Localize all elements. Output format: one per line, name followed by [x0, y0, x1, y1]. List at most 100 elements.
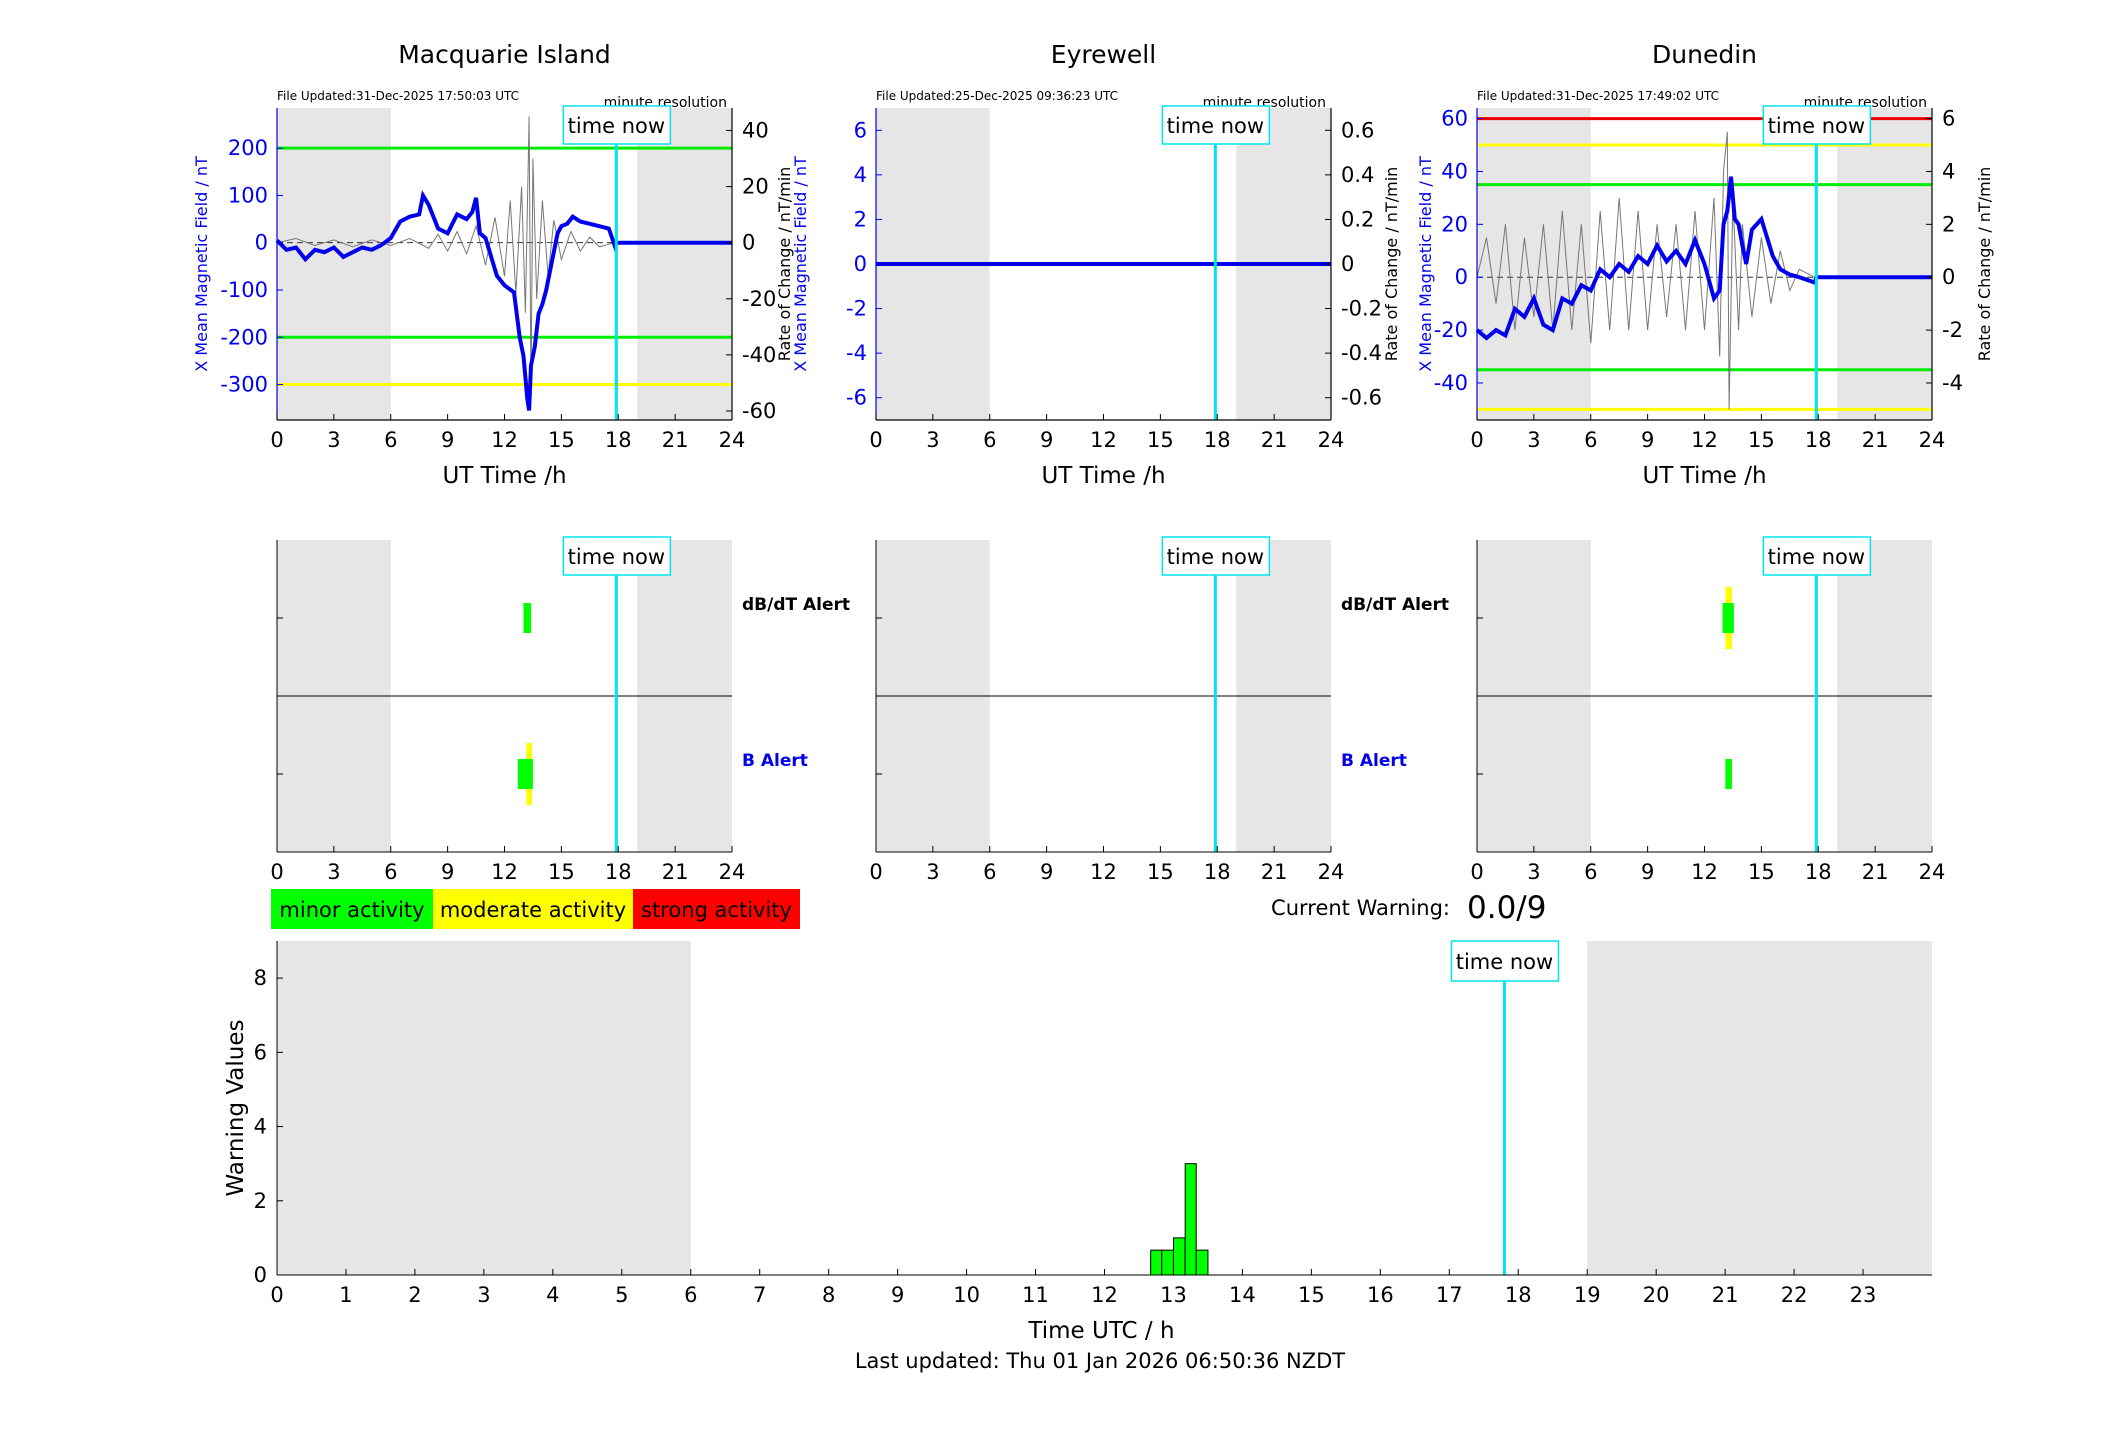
legend-item: minor activity — [271, 889, 433, 929]
warning-bar — [1172, 1237, 1186, 1276]
x-tick-label: 14 — [1229, 1283, 1256, 1307]
y-right-tick-label: 2 — [1942, 212, 1955, 236]
x-tick-label: 12 — [1091, 1283, 1118, 1307]
x-tick-label: 24 — [719, 860, 746, 884]
station-title: Dunedin — [1652, 40, 1757, 69]
last-updated-label: Last updated: Thu 01 Jan 2026 06:50:36 N… — [855, 1349, 1345, 1373]
y-right-tick-label: -0.6 — [1341, 386, 1382, 410]
y-left-axis-title: X Mean Magnetic Field / nT — [791, 156, 810, 372]
x-tick-label: 6 — [384, 428, 397, 452]
alert-panel: 0 3 6 9 12 15 18 21 24 dB/dT Alert B Alert time now — [270, 536, 850, 884]
x-axis-title: Time UTC / h — [1027, 1318, 1174, 1344]
y-right-tick-label: -0.2 — [1341, 297, 1382, 321]
b-alert-label: B Alert — [742, 751, 808, 771]
x-tick-label: 15 — [548, 428, 575, 452]
legend-swatch — [271, 889, 433, 929]
x-tick-label: 15 — [1147, 428, 1174, 452]
warning-bar — [1184, 1163, 1197, 1276]
x-tick-label: 19 — [1574, 1283, 1601, 1307]
time-now-label: time now — [1167, 545, 1264, 569]
y-right-tick-label: 0 — [1942, 265, 1955, 289]
x-axis-title: UT Time /h — [1041, 463, 1165, 489]
y-tick-label: 8 — [254, 966, 267, 990]
y-left-tick-label: 0 — [854, 252, 867, 276]
x-tick-label: 6 — [1584, 428, 1597, 452]
y-left-tick-label: 60 — [1441, 107, 1468, 131]
y-right-tick-label: 0 — [742, 231, 755, 255]
time-now-label: time now — [1768, 114, 1865, 138]
y-left-tick-label: -300 — [220, 373, 268, 397]
x-tick-label: 18 — [605, 428, 632, 452]
x-tick-label: 6 — [1584, 860, 1597, 884]
y-axis-title: Warning Values — [223, 1019, 249, 1196]
x-tick-label: 18 — [1505, 1283, 1532, 1307]
x-tick-label: 24 — [719, 428, 746, 452]
x-tick-label: 3 — [327, 860, 340, 884]
y-left-tick-label: -40 — [1434, 371, 1468, 395]
y-right-tick-label: -4 — [1942, 371, 1963, 395]
dbdt-alert-label: dB/dT Alert — [742, 595, 850, 615]
warning-bar — [1161, 1249, 1174, 1276]
alert-panel: 0 3 6 9 12 15 18 21 24 dB/dT Alert B Alert time now — [869, 536, 1449, 884]
x-tick-label: 0 — [1470, 428, 1483, 452]
y-right-tick-label: -40 — [742, 343, 776, 367]
x-tick-label: 15 — [548, 860, 575, 884]
x-tick-label: 11 — [1022, 1283, 1049, 1307]
x-tick-label: 9 — [1040, 428, 1053, 452]
x-tick-label: 3 — [1527, 860, 1540, 884]
x-tick-label: 3 — [926, 428, 939, 452]
file-updated-label: File Updated:25-Dec-2025 09:36:23 UTC — [876, 89, 1118, 103]
x-tick-label: 18 — [1204, 860, 1231, 884]
x-tick-label: 24 — [1318, 428, 1345, 452]
legend-label: minor activity — [279, 898, 424, 922]
file-updated-label: File Updated:31-Dec-2025 17:50:03 UTC — [277, 89, 519, 103]
x-tick-label: 0 — [869, 428, 882, 452]
x-tick-label: 20 — [1643, 1283, 1670, 1307]
time-now-label: time now — [568, 545, 665, 569]
x-tick-label: 4 — [546, 1283, 559, 1307]
legend-label: moderate activity — [440, 898, 626, 922]
x-tick-label: 21 — [662, 860, 689, 884]
y-tick-label: 6 — [254, 1040, 267, 1064]
y-left-axis-title: X Mean Magnetic Field / nT — [192, 156, 211, 372]
y-left-tick-label: -6 — [846, 386, 867, 410]
time-now-box — [1450, 940, 1560, 982]
x-tick-label: 21 — [1862, 428, 1889, 452]
x-tick-label: 18 — [1204, 428, 1231, 452]
y-left-tick-label: 0 — [1455, 265, 1468, 289]
alert-mark — [523, 603, 532, 633]
y-right-tick-label: 0.4 — [1341, 163, 1374, 187]
x-tick-label: 15 — [1147, 860, 1174, 884]
y-right-axis-title: Rate of Change / nT/min — [775, 167, 794, 362]
current-warning-label: Current Warning: — [1271, 896, 1450, 920]
x-tick-label: 0 — [1470, 860, 1483, 884]
y-right-tick-label: 0.2 — [1341, 207, 1374, 231]
x-tick-label: 6 — [384, 860, 397, 884]
x-tick-label: 23 — [1850, 1283, 1877, 1307]
time-now-label: time now — [1768, 545, 1865, 569]
y-left-axis-title: X Mean Magnetic Field / nT — [1416, 156, 1435, 372]
x-tick-label: 3 — [926, 860, 939, 884]
alert-mark — [517, 759, 533, 789]
time-now-box — [562, 105, 672, 145]
y-left-tick-label: 100 — [228, 183, 268, 207]
night-band — [1587, 941, 1932, 1275]
night-band — [1477, 108, 1591, 420]
night-band — [277, 941, 691, 1275]
x-tick-label: 16 — [1367, 1283, 1394, 1307]
night-band — [277, 108, 391, 420]
y-left-tick-label: 6 — [854, 118, 867, 142]
x-tick-label: 9 — [1040, 860, 1053, 884]
warning-bar — [1150, 1249, 1163, 1276]
station-panel: 0 3 6 9 12 15 18 21 24-300-200-1000100200-60-40-… — [192, 40, 794, 489]
time-now-box — [1762, 105, 1872, 145]
x-tick-label: 21 — [1862, 860, 1889, 884]
station-panel: 0 3 6 9 12 15 18 21 24-6-4-20246-0.6-0.4-0.200.2… — [791, 40, 1401, 489]
dbdt-alert-label: dB/dT Alert — [1341, 595, 1449, 615]
x-tick-label: 21 — [662, 428, 689, 452]
time-now-box — [1762, 536, 1872, 576]
x-tick-label: 12 — [491, 428, 518, 452]
x-tick-label: 6 — [684, 1283, 697, 1307]
y-left-tick-label: -4 — [846, 341, 867, 365]
